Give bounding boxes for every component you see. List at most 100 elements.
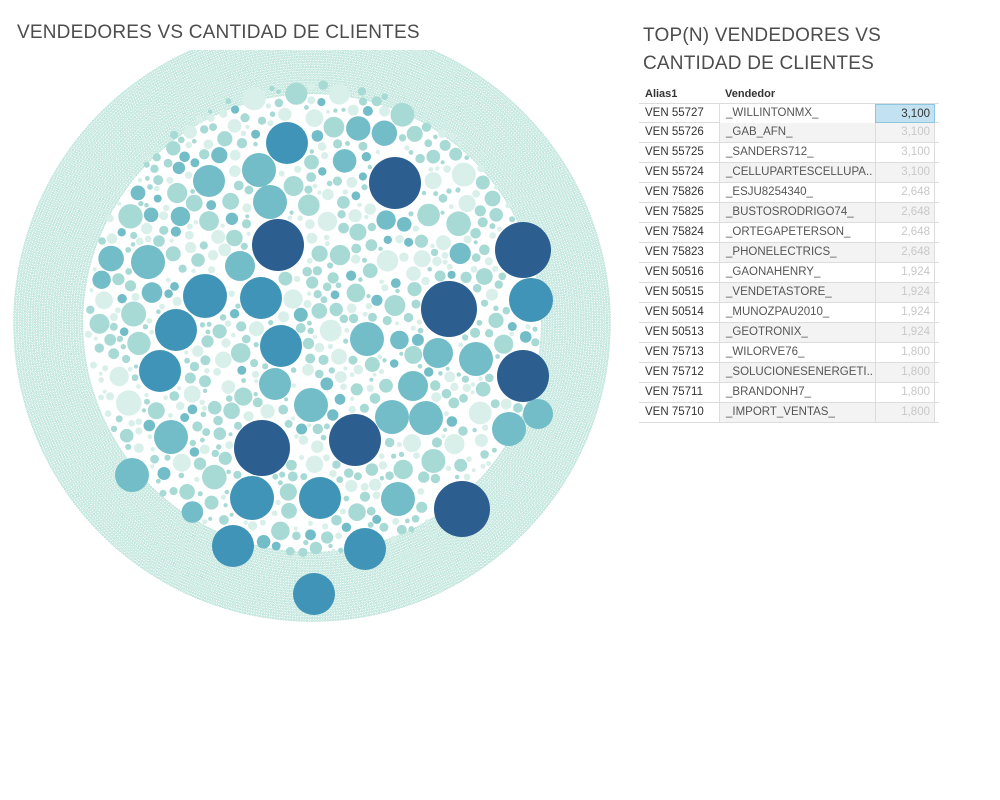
vendor-bubble[interactable]: [153, 175, 163, 185]
vendor-bubble[interactable]: [485, 329, 493, 337]
table-row[interactable]: VEN 75824 _ORTEGAPETERSON_ 2,648: [639, 223, 939, 243]
vendor-bubble[interactable]: [237, 138, 247, 148]
vendor-bubble[interactable]: [168, 413, 173, 418]
vendor-bubble[interactable]: [425, 519, 430, 524]
vendor-bubble[interactable]: [444, 411, 449, 416]
vendor-bubble[interactable]: [397, 525, 407, 535]
vendor-bubble[interactable]: [122, 355, 130, 363]
vendor-bubble[interactable]: [89, 288, 93, 292]
vendor-bubble[interactable]: [254, 379, 258, 383]
vendor-bubble[interactable]: [217, 131, 232, 146]
vendor-bubble[interactable]: [421, 281, 477, 337]
vendor-bubble[interactable]: [169, 391, 179, 401]
vendor-bubble[interactable]: [138, 201, 143, 206]
vendor-bubble[interactable]: [333, 139, 342, 148]
vendor-bubble[interactable]: [413, 452, 420, 459]
vendor-bubble[interactable]: [415, 235, 428, 248]
vendor-bubble[interactable]: [459, 394, 468, 403]
vendor-bubble[interactable]: [489, 223, 495, 229]
vendor-bubble[interactable]: [154, 420, 188, 454]
vendor-bubble[interactable]: [245, 214, 249, 218]
vendor-bubble[interactable]: [495, 222, 551, 278]
vendor-bubble[interactable]: [450, 383, 458, 391]
vendor-bubble[interactable]: [121, 344, 126, 349]
vendor-bubble[interactable]: [297, 215, 303, 221]
vendor-bubble[interactable]: [489, 232, 496, 239]
cell-value[interactable]: 1,924: [875, 323, 935, 342]
vendor-bubble[interactable]: [132, 293, 140, 301]
vendor-bubble[interactable]: [108, 348, 119, 359]
column-header-alias[interactable]: Alias1: [645, 88, 677, 100]
vendor-bubble[interactable]: [307, 423, 311, 427]
vendor-bubble[interactable]: [304, 300, 312, 308]
cell-value[interactable]: 2,648: [875, 203, 935, 222]
vendor-bubble[interactable]: [201, 412, 207, 418]
vendor-bubble[interactable]: [418, 488, 425, 495]
vendor-bubble[interactable]: [455, 475, 460, 480]
vendor-bubble[interactable]: [432, 257, 442, 267]
vendor-bubble[interactable]: [322, 523, 328, 529]
vendor-bubble[interactable]: [257, 535, 271, 549]
vendor-bubble[interactable]: [294, 276, 300, 282]
vendor-bubble[interactable]: [349, 356, 358, 365]
vendor-bubble[interactable]: [466, 456, 472, 462]
vendor-bubble[interactable]: [222, 193, 239, 210]
vendor-bubble[interactable]: [192, 421, 202, 431]
vendor-bubble[interactable]: [329, 414, 381, 466]
vendor-bubble[interactable]: [352, 191, 361, 200]
vendor-bubble[interactable]: [372, 515, 381, 524]
vendor-bubble[interactable]: [333, 108, 337, 112]
vendor-bubble[interactable]: [408, 211, 413, 216]
vendor-bubble[interactable]: [291, 416, 295, 420]
vendor-bubble[interactable]: [148, 434, 153, 439]
vendor-bubble[interactable]: [191, 269, 195, 273]
vendor-bubble[interactable]: [520, 331, 532, 343]
vendor-bubble[interactable]: [153, 235, 165, 247]
vendor-bubble[interactable]: [208, 266, 215, 273]
vendor-bubble[interactable]: [336, 282, 342, 288]
vendor-bubble[interactable]: [190, 158, 199, 167]
vendor-bubble[interactable]: [503, 307, 511, 315]
vendor-bubble[interactable]: [404, 238, 413, 247]
vendor-bubble[interactable]: [304, 186, 312, 194]
vendor-bubble[interactable]: [150, 165, 158, 173]
vendor-bubble[interactable]: [171, 227, 181, 237]
vendor-bubble[interactable]: [144, 208, 159, 223]
vendor-bubble[interactable]: [218, 243, 231, 256]
vendor-bubble[interactable]: [196, 116, 204, 124]
vendor-bubble[interactable]: [194, 477, 199, 482]
vendor-bubble[interactable]: [138, 178, 143, 183]
vendor-bubble[interactable]: [469, 402, 492, 425]
vendor-bubble[interactable]: [150, 455, 159, 464]
vendor-bubble[interactable]: [142, 282, 163, 303]
vendor-bubble[interactable]: [485, 257, 493, 265]
table-row[interactable]: VEN 75711 _BRANDONH7_ 1,800: [639, 383, 939, 403]
vendor-bubble[interactable]: [449, 204, 454, 209]
vendor-bubble[interactable]: [376, 210, 395, 229]
vendor-bubble[interactable]: [479, 245, 490, 256]
vendor-bubble[interactable]: [110, 323, 118, 331]
vendor-bubble[interactable]: [158, 467, 171, 480]
vendor-bubble[interactable]: [213, 368, 221, 376]
vendor-bubble[interactable]: [351, 254, 360, 263]
vendor-bubble[interactable]: [269, 86, 274, 91]
vendor-bubble[interactable]: [179, 473, 185, 479]
vendor-bubble[interactable]: [156, 309, 161, 314]
vendor-bubble[interactable]: [286, 460, 297, 471]
vendor-bubble[interactable]: [294, 388, 328, 422]
vendor-bubble[interactable]: [477, 165, 485, 173]
vendor-bubble[interactable]: [346, 177, 357, 188]
vendor-bubble[interactable]: [176, 402, 185, 411]
vendor-bubble[interactable]: [481, 300, 488, 307]
vendor-bubble[interactable]: [202, 406, 207, 411]
vendor-bubble[interactable]: [361, 483, 369, 491]
vendor-bubble[interactable]: [384, 295, 405, 316]
vendor-bubble[interactable]: [245, 125, 249, 129]
vendor-bubble[interactable]: [482, 425, 488, 431]
vendor-bubble[interactable]: [279, 272, 293, 286]
vendor-bubble[interactable]: [340, 315, 349, 324]
vendor-bubble[interactable]: [260, 404, 274, 418]
vendor-bubble[interactable]: [486, 461, 491, 466]
vendor-bubble[interactable]: [128, 420, 135, 427]
vendor-bubble[interactable]: [243, 87, 266, 110]
